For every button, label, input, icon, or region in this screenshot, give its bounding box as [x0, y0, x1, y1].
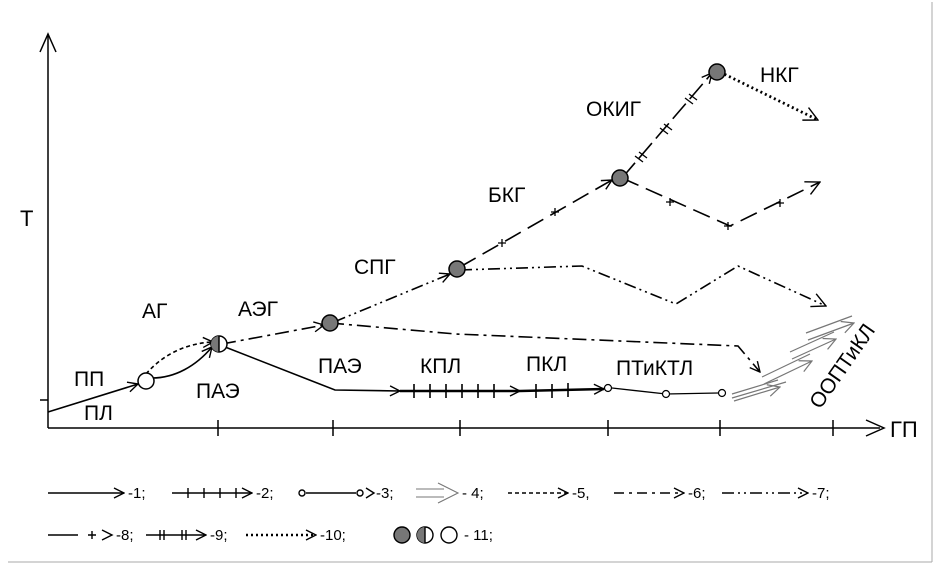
node-spg [448, 260, 466, 278]
legend-7-label: -7; [812, 485, 830, 502]
legend-11-hollow [440, 526, 458, 544]
path-bkg-branch [621, 177, 820, 227]
node-okig [708, 63, 726, 81]
x-axis-label: ГП [890, 417, 918, 442]
path-okig-to-nkg [719, 70, 818, 122]
path-pae-to-aeg [221, 325, 324, 345]
legend-row-2 [48, 526, 458, 544]
label-pae-2: ПАЭ [318, 355, 362, 378]
node-small-3 [717, 388, 727, 398]
label-kpl: КПЛ [420, 355, 461, 378]
oopt-hollow-arrows [731, 316, 854, 401]
legend-3-circle-a [298, 489, 306, 497]
legend-3-head [365, 487, 376, 499]
legend-2-ticks [187, 488, 237, 498]
label-okig: ОКИГ [586, 98, 641, 121]
legend-8-head [101, 529, 114, 541]
path-pae-to-kpl [219, 344, 400, 391]
legend-8-cross [88, 531, 96, 539]
legend-5-label: -5, [572, 485, 590, 502]
legend-2-label: -2; [256, 485, 274, 502]
legend-4-head [437, 482, 460, 504]
label-pl: ПЛ [84, 402, 113, 425]
path-pl-to-pp [47, 384, 138, 413]
node-small-1 [603, 383, 613, 393]
legend-9-ticks [159, 530, 187, 540]
axes [39, 32, 886, 437]
node-small-2 [661, 389, 671, 399]
path-okig-ticks [634, 93, 698, 163]
path-kpl-ticks [413, 383, 569, 398]
label-aeg: АЭГ [238, 298, 278, 321]
path-pp-to-pae [151, 347, 212, 379]
path-spg-to-bkg [459, 180, 612, 268]
path-pp-to-ag [145, 342, 213, 375]
legend-9-label: -9; [210, 527, 228, 544]
path-aeg-to-oopt [329, 322, 760, 372]
label-pae-1: ПАЭ [196, 380, 240, 403]
legend-11-half-fill [417, 527, 425, 543]
node-bkg [611, 169, 629, 187]
legend-6-label: -6; [688, 485, 706, 502]
legend-1-label: -1; [128, 485, 146, 502]
y-axis-label: Т [20, 206, 33, 231]
node-pae-half-fill [211, 336, 219, 352]
paths [47, 70, 826, 413]
node-pp [137, 372, 155, 390]
legend-row-1 [48, 482, 808, 504]
node-aeg [321, 314, 339, 332]
x-axis-arrowhead [865, 419, 886, 437]
legend-3-circle-b [356, 489, 364, 497]
label-oopt: ООПТиКЛ [805, 320, 880, 413]
legend-8-label: -8; [116, 527, 134, 544]
path-pkl-to-ptiktl [519, 389, 604, 391]
label-ag: АГ [142, 300, 167, 323]
label-bkg: БКГ [488, 184, 525, 207]
path-spg-branch [459, 265, 826, 306]
label-spg: СПГ [354, 256, 396, 279]
legend-10-label: -10; [320, 527, 346, 544]
nodes [137, 63, 727, 399]
y-axis-arrowhead [39, 32, 57, 53]
label-pp: ПП [74, 368, 104, 391]
path-aeg-to-spg [333, 274, 450, 323]
label-nkg: НКГ [760, 64, 799, 87]
legend-3-label: -3; [376, 485, 394, 502]
path-bkg-crosses [498, 198, 784, 247]
legend-4-sample [416, 488, 444, 498]
legend-row-2-labels: -8; -9; -10; - 11; [116, 527, 493, 544]
legend-4-label: - 4; [462, 485, 484, 502]
label-pkl: ПКЛ [526, 353, 567, 376]
label-ptiktl: ПТиКТЛ [616, 357, 693, 380]
legend-11-label: - 11; [464, 527, 493, 544]
legend-row-1-labels: -1; -2; -3; - 4; -5, -6; -7; [128, 485, 830, 502]
legend-11-filled [393, 526, 411, 544]
